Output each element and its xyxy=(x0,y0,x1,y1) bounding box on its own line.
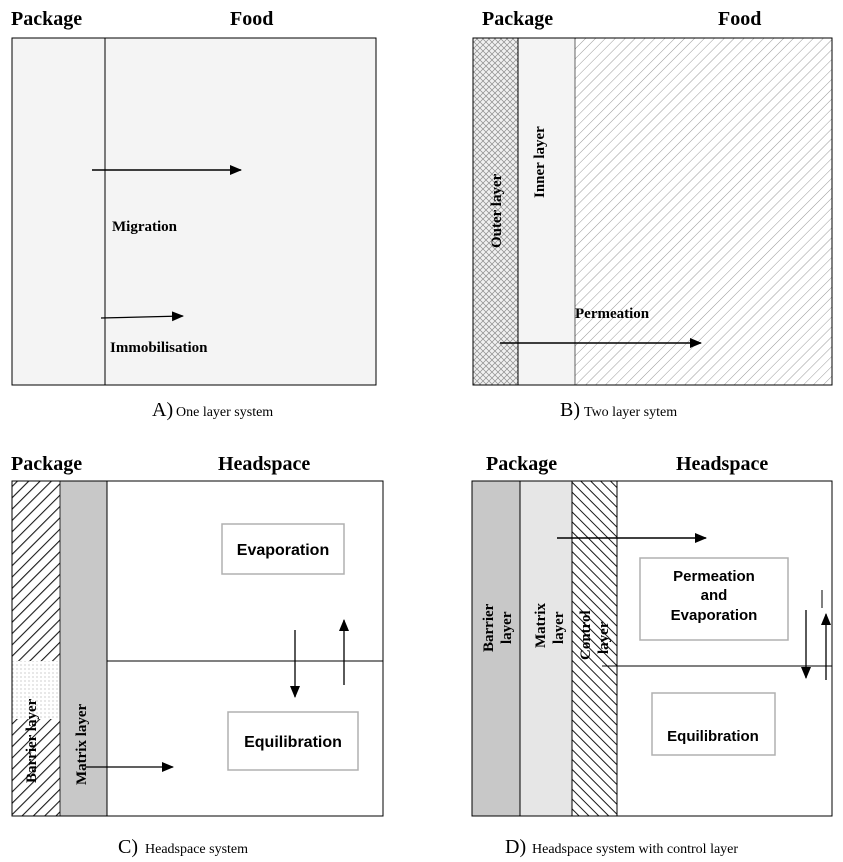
panel-a-food-header: Food xyxy=(230,8,273,30)
matrix-label-1: Matrix xyxy=(533,603,549,648)
panel-b-package-header: Package xyxy=(482,8,553,30)
evaporation-box xyxy=(221,523,345,575)
panel-b-caption-letter: B) xyxy=(560,399,580,421)
barrier-label-1: Barrier xyxy=(481,603,497,652)
panel-c-frame xyxy=(11,480,384,817)
matrix-layer-label: Matrix layer xyxy=(74,703,90,785)
panel-a-caption-letter: A) xyxy=(152,399,173,421)
barrier-layer-label: Barrier layer xyxy=(24,698,40,783)
matrix-layer-band xyxy=(60,481,107,816)
panel-b-frame xyxy=(472,37,833,386)
barrier-hatch-upper xyxy=(12,481,60,661)
perm-evap-line-1: Permeation xyxy=(673,568,755,585)
perm-evap-line-3: Evaporation xyxy=(671,607,758,624)
matrix-label-2: layer xyxy=(551,611,567,644)
panel-b: Package Food Outer layer Inner layer Per… xyxy=(472,8,833,421)
immobilisation-arrow xyxy=(100,311,184,322)
panel-a-package-header: Package xyxy=(11,8,82,30)
equilibration-label: Equilibration xyxy=(244,734,342,751)
panel-b-food-header: Food xyxy=(718,8,761,30)
control-label-2: layer xyxy=(596,621,612,654)
panel-d: Package Headspace Barrier layer Matrix l… xyxy=(471,453,833,858)
panel-d-caption: Headspace system with control layer xyxy=(532,842,738,857)
panel-c-caption-letter: C) xyxy=(118,836,138,858)
panel-c: Package Headspace Barrier layer Matrix l… xyxy=(11,453,384,858)
barrier-label-2: layer xyxy=(499,611,515,644)
panel-d-caption-letter: D) xyxy=(505,836,526,858)
matrix-layer-band-d xyxy=(520,481,572,816)
equilibration-box xyxy=(227,711,359,771)
control-layer-band xyxy=(572,481,617,816)
panel-b-caption: Two layer sytem xyxy=(584,405,677,420)
permeation-label: Permeation xyxy=(575,306,650,322)
immobilisation-label: Immobilisation xyxy=(110,340,208,356)
headspace-region-d xyxy=(617,481,832,816)
control-label-1: Control xyxy=(578,610,594,660)
inner-layer-band xyxy=(518,38,575,385)
equilibration-label-d: Equilibration xyxy=(667,728,759,745)
panel-a: Package Food Migration Immobilisation A)… xyxy=(11,8,377,421)
panel-c-package-header: Package xyxy=(11,453,82,475)
perm-evap-box xyxy=(639,557,789,641)
inner-layer-label: Inner layer xyxy=(532,126,548,198)
panel-c-headspace-header: Headspace xyxy=(218,453,310,475)
panel-a-caption: One layer system xyxy=(176,405,273,420)
panel-d-frame xyxy=(471,480,833,817)
barrier-dotted xyxy=(12,661,60,719)
barrier-layer-band xyxy=(472,481,520,816)
panel-d-package-header: Package xyxy=(486,453,557,475)
migration-label: Migration xyxy=(112,219,178,235)
outer-layer-label: Outer layer xyxy=(489,173,505,248)
outer-layer-band xyxy=(473,38,518,385)
perm-evap-line-2: and xyxy=(701,587,728,604)
evaporation-label: Evaporation xyxy=(237,542,329,559)
food-region xyxy=(575,38,832,385)
panel-a-frame xyxy=(11,37,377,386)
equilibration-box-d xyxy=(651,692,776,756)
barrier-hatch-lower xyxy=(12,719,60,816)
panel-c-caption: Headspace system xyxy=(145,842,248,857)
panel-d-headspace-header: Headspace xyxy=(676,453,768,475)
